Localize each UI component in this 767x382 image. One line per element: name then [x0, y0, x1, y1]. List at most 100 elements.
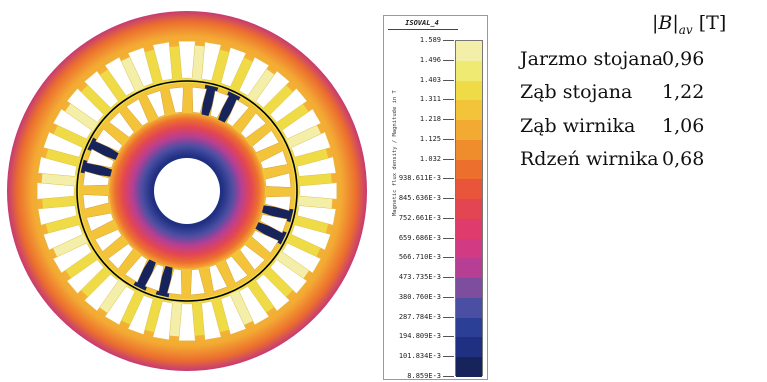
legend-tick-mark [443, 316, 454, 318]
rotor-slot [86, 212, 114, 232]
legend-swatch [456, 159, 482, 180]
legend-swatch [456, 357, 482, 378]
legend-swatch [456, 60, 482, 81]
stator-slot [238, 285, 270, 326]
legend-tick-label: 287.784E-3 [398, 312, 441, 321]
stator-slot [36, 182, 75, 200]
stator-slot [127, 47, 154, 87]
rotor-slot [240, 112, 267, 139]
legend-tick-label: 1.218 [419, 115, 441, 124]
stator-slot [255, 273, 290, 312]
rotor-tooth-saturated [87, 137, 123, 162]
rotor-slot [95, 128, 123, 152]
stator-slot [220, 295, 247, 335]
legend-swatch [456, 337, 482, 358]
stator-slot [52, 108, 93, 140]
legend-title-underline [388, 29, 458, 30]
result-name: Rdzeń wirnika [520, 148, 659, 170]
legend-swatch [456, 258, 482, 279]
stator-tooth-highlight [94, 278, 129, 317]
rotor-slot [208, 264, 228, 292]
legend-swatch [456, 100, 482, 121]
rotor-slot [264, 195, 292, 211]
legend-swatch [456, 199, 482, 220]
legend-tick-label: 1.125 [419, 134, 441, 143]
rotor-slot [146, 90, 166, 118]
legend-tick-mark [443, 99, 454, 101]
stator-slot [297, 156, 337, 177]
stator-slot [66, 259, 105, 294]
legend-swatch [456, 278, 482, 299]
rotor-tooth-saturated [216, 91, 241, 127]
stator-slot [43, 131, 83, 158]
legend-tick-mark [443, 158, 454, 160]
result-row: Rdzeń wirnika 0,68 [520, 148, 760, 174]
stator-slot [152, 301, 173, 341]
stator-slot [269, 88, 308, 123]
result-row: Ząb wirnika 1,06 [520, 115, 760, 141]
rotor-slot [264, 172, 292, 188]
legend-tick-mark [443, 296, 454, 298]
stator-tooth-highlight [245, 65, 280, 104]
rotor-slot [251, 230, 279, 254]
legend-tick-mark [443, 277, 454, 279]
legend-tick-label: 1.496 [419, 55, 441, 64]
stator-slot [43, 224, 83, 251]
legend-swatch [456, 120, 482, 141]
stator-slot [297, 205, 337, 226]
legend-title: ISOVAL_4 [405, 19, 439, 27]
rotor-slot [82, 194, 110, 210]
header-symbol: |B| [652, 12, 679, 34]
legend-tick-mark [443, 79, 454, 81]
legend-tick-label: 380.760E-3 [398, 292, 441, 301]
rotor-slot [82, 171, 110, 187]
rotor-slot [167, 268, 183, 296]
legend-swatch [456, 238, 482, 259]
stator-slot [281, 242, 322, 274]
stator-tooth-highlight [61, 98, 100, 133]
legend-tick-mark [443, 376, 454, 377]
rotor-slot [225, 255, 249, 284]
stator-slot [291, 224, 331, 251]
stator-slot [104, 56, 136, 97]
legend-colorbar [455, 40, 483, 378]
stator-slot [178, 303, 196, 342]
legend-swatch [456, 218, 482, 240]
stator-slot [238, 56, 270, 97]
rotor-slot [210, 90, 230, 119]
legend-tick-mark [443, 40, 454, 41]
rotor-slot [239, 244, 266, 271]
rotor-slot [251, 129, 280, 153]
legend-tick-mark [443, 217, 454, 219]
legend-tick-mark [443, 237, 454, 239]
stator-slot [201, 301, 222, 341]
stator-slot [178, 40, 196, 79]
result-row: Jarzmo stojana 0,96 [520, 48, 760, 74]
legend-tick-label: 566.710E-3 [398, 253, 441, 262]
stator-slot [291, 131, 331, 158]
legend-swatch [456, 317, 482, 338]
result-value: 1,22 [662, 81, 705, 103]
rotor-slot [259, 214, 288, 234]
stator-slot [84, 70, 119, 109]
legend-tick-label: 194.809E-3 [398, 332, 441, 341]
legend-tick-mark [443, 356, 454, 358]
stator-tooth-highlight [274, 249, 313, 284]
stator-slot [104, 285, 136, 326]
legend-tick-label: 845.636E-3 [398, 194, 441, 203]
result-name: Ząb stojana [520, 81, 633, 103]
stator-slot [37, 205, 77, 226]
stator-slot [84, 273, 119, 312]
header-unit: [T] [698, 12, 727, 34]
rotor-slot [107, 243, 134, 270]
rotor-slot [190, 268, 206, 296]
rotor-slot [124, 255, 148, 283]
stator-slot [127, 295, 154, 335]
legend-tick-label: 473.735E-3 [398, 273, 441, 282]
legend-axis-label: Magnetic flux density / Magnitude in T [392, 90, 398, 216]
stator-slot [52, 242, 93, 274]
legend-tick-mark [443, 138, 454, 140]
legend-tick-mark [443, 178, 454, 180]
legend-tick-mark [443, 119, 454, 121]
results-table: |B|av [T] Jarzmo stojana 0,96 Ząb stojan… [520, 12, 760, 182]
